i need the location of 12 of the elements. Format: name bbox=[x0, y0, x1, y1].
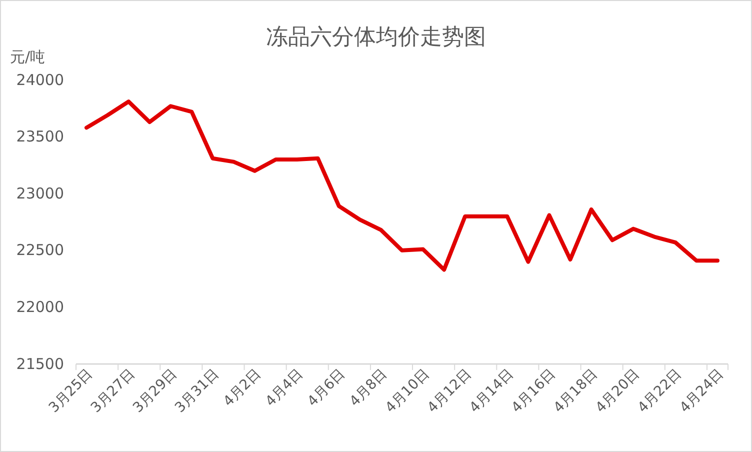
x-tick-label: 4月4日 bbox=[262, 366, 306, 410]
y-tick-label: 24000 bbox=[16, 70, 64, 89]
y-tick-label: 23000 bbox=[16, 184, 64, 202]
chart-title: 冻品六分体均价走势图 bbox=[266, 25, 486, 50]
y-tick-label: 22500 bbox=[16, 241, 64, 260]
x-tick-label: 4月2日 bbox=[220, 366, 264, 410]
y-axis-title: 元/吨 bbox=[10, 48, 46, 66]
line-series bbox=[84, 100, 720, 272]
y-tick-label: 23500 bbox=[16, 128, 64, 146]
y-tick-label: 22000 bbox=[16, 298, 64, 316]
x-tick-label: 4月6日 bbox=[304, 366, 348, 410]
y-tick-label: 21500 bbox=[16, 354, 64, 373]
